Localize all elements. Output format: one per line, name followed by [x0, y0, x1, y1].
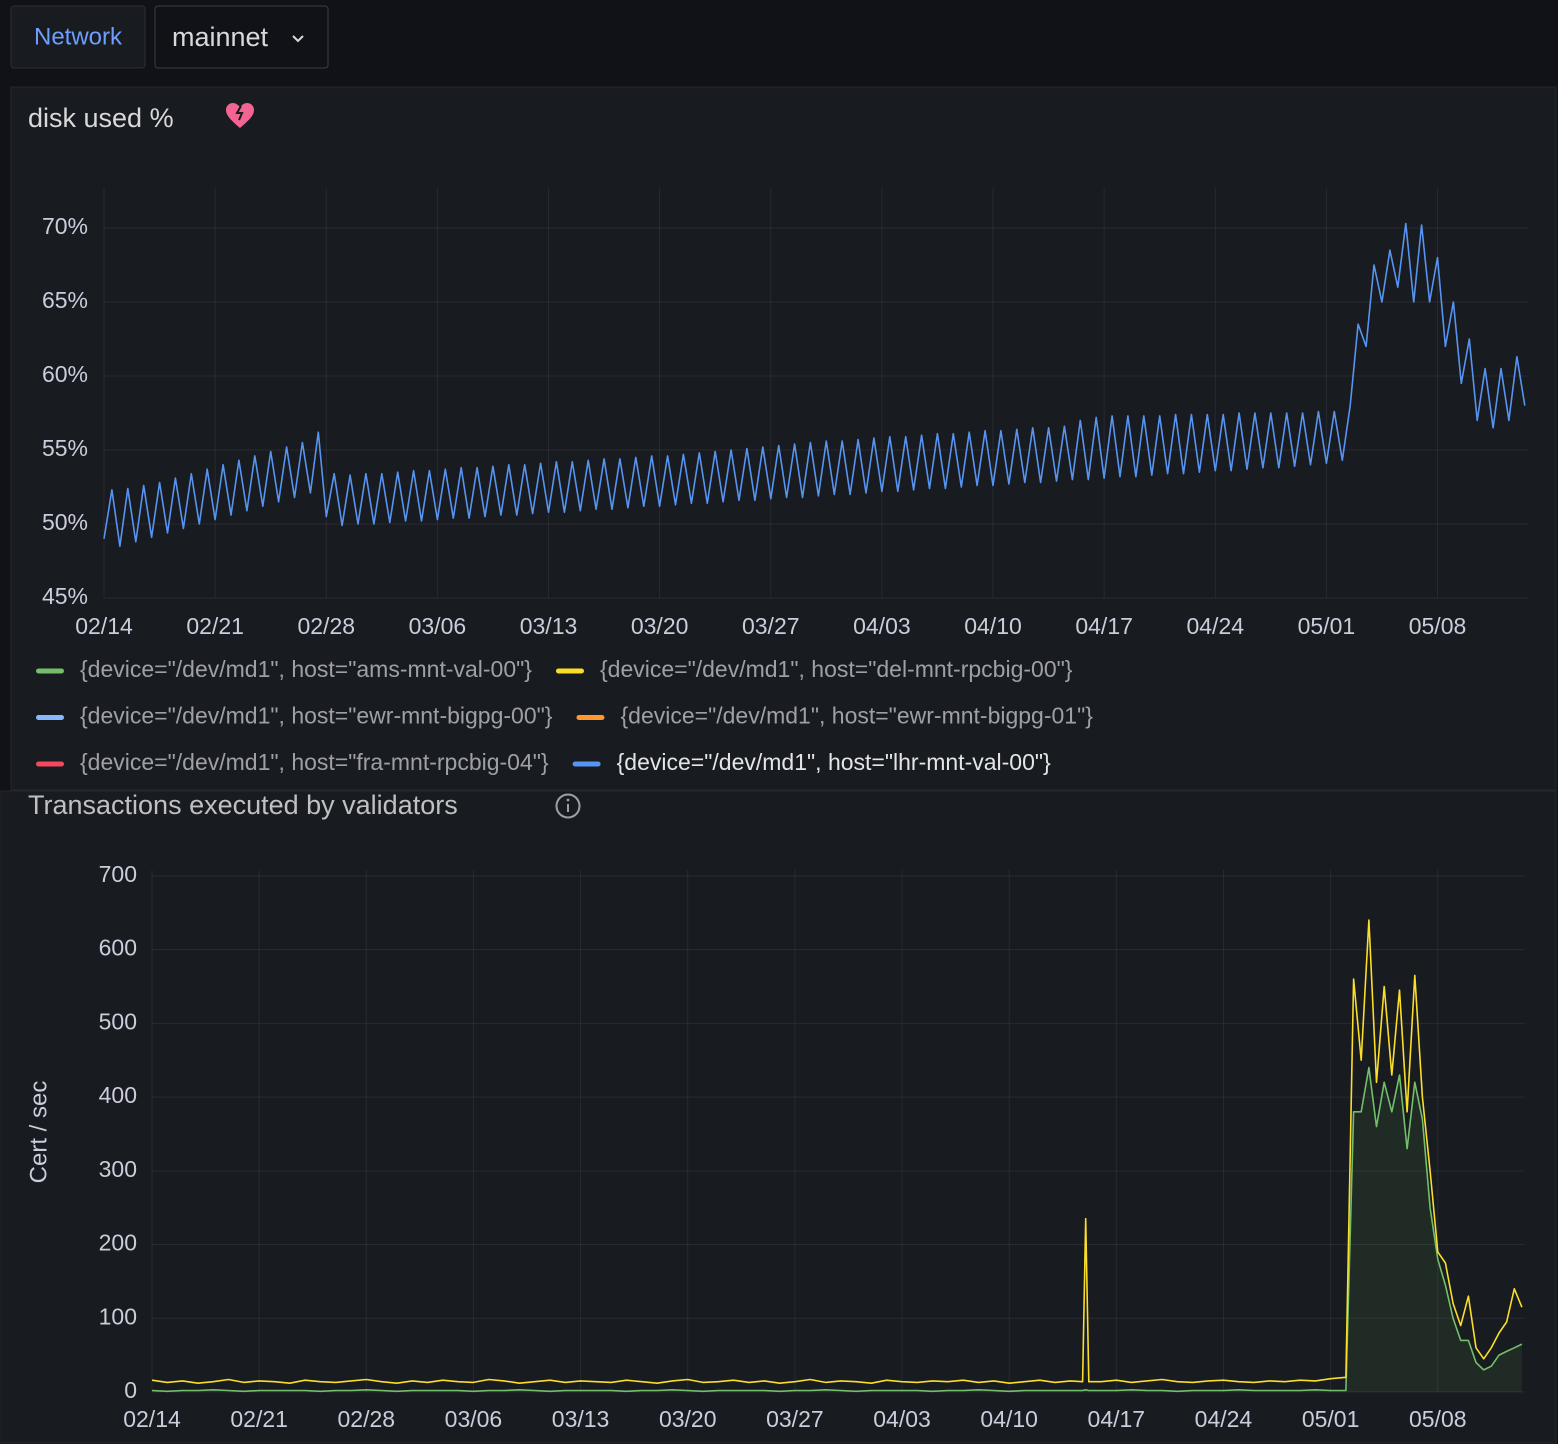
y-tick-label: 50% [42, 509, 88, 535]
x-tick-label: 04/17 [1075, 613, 1133, 639]
x-tick-label: 03/13 [552, 1406, 610, 1432]
y-tick-label: 400 [99, 1082, 137, 1108]
x-tick-label: 04/24 [1195, 1406, 1253, 1432]
y-tick-label: 65% [42, 287, 88, 313]
x-tick-label: 05/08 [1409, 1406, 1467, 1432]
y-tick-label: 300 [99, 1156, 137, 1182]
dropdown-value[interactable]: mainnet [172, 22, 269, 52]
x-tick-label: 02/21 [230, 1406, 288, 1432]
legend-swatch[interactable] [556, 669, 584, 674]
legend-swatch[interactable] [36, 715, 64, 720]
legend-swatch[interactable] [36, 669, 64, 674]
info-icon-dot [567, 799, 570, 802]
x-tick-label: 03/20 [659, 1406, 717, 1432]
x-tick-label: 03/13 [520, 613, 578, 639]
y-axis-label: Cert / sec [25, 1081, 52, 1184]
x-tick-label: 02/14 [75, 613, 133, 639]
y-tick-label: 600 [99, 935, 137, 961]
panel-title: Transactions executed by validators [28, 790, 458, 820]
x-tick-label: 04/17 [1088, 1406, 1146, 1432]
x-tick-label: 05/08 [1409, 613, 1467, 639]
y-tick-label: 60% [42, 361, 88, 387]
x-tick-label: 02/28 [297, 613, 355, 639]
y-tick-label: 200 [99, 1230, 137, 1256]
legend-swatch[interactable] [576, 715, 604, 720]
x-tick-label: 05/01 [1302, 1406, 1360, 1432]
legend-label[interactable]: {device="/dev/md1", host="ewr-mnt-bigpg-… [620, 703, 1093, 729]
legend-label[interactable]: {device="/dev/md1", host="ams-mnt-val-00… [80, 656, 532, 682]
variable-label: Network [34, 23, 123, 50]
legend-label[interactable]: {device="/dev/md1", host="lhr-mnt-val-00… [617, 749, 1051, 775]
x-tick-label: 03/20 [631, 613, 689, 639]
legend-label[interactable]: {device="/dev/md1", host="del-mnt-rpcbig… [600, 656, 1073, 682]
x-tick-label: 03/27 [742, 613, 800, 639]
x-tick-label: 03/06 [445, 1406, 503, 1432]
x-tick-label: 03/06 [409, 613, 467, 639]
x-tick-label: 05/01 [1298, 613, 1356, 639]
x-tick-label: 02/28 [338, 1406, 396, 1432]
x-tick-label: 04/03 [873, 1406, 931, 1432]
legend-label[interactable]: {device="/dev/md1", host="fra-mnt-rpcbig… [80, 749, 549, 775]
y-tick-label: 500 [99, 1008, 137, 1034]
x-tick-label: 04/03 [853, 613, 911, 639]
y-tick-label: 700 [99, 861, 137, 887]
x-tick-label: 04/24 [1186, 613, 1244, 639]
x-tick-label: 02/14 [123, 1406, 181, 1432]
legend-swatch[interactable] [573, 762, 601, 767]
x-tick-label: 04/10 [964, 613, 1022, 639]
y-tick-label: 0 [124, 1377, 137, 1403]
legend-label[interactable]: {device="/dev/md1", host="ewr-mnt-bigpg-… [80, 703, 553, 729]
legend-swatch[interactable] [36, 762, 64, 767]
panel [1, 791, 1556, 1443]
y-tick-label: 55% [42, 435, 88, 461]
y-tick-label: 100 [99, 1303, 137, 1329]
x-tick-label: 03/27 [766, 1406, 824, 1432]
x-tick-label: 04/10 [980, 1406, 1038, 1432]
panel [11, 87, 1556, 790]
x-tick-label: 02/21 [186, 613, 244, 639]
y-tick-label: 70% [42, 213, 88, 239]
panel-title: disk used % [28, 103, 174, 133]
y-tick-label: 45% [42, 583, 88, 609]
